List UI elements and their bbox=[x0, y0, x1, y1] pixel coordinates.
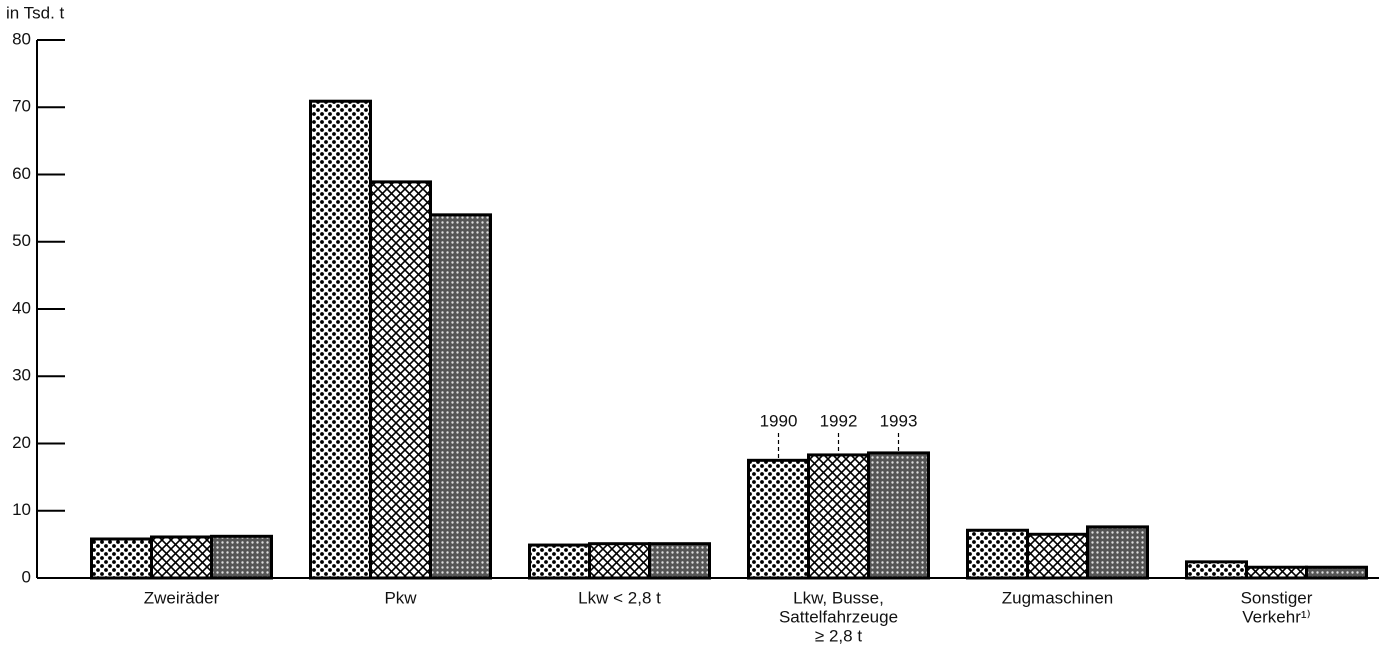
x-tick-label: Zugmaschinen bbox=[1002, 588, 1114, 607]
y-tick-label: 40 bbox=[12, 298, 31, 317]
bar bbox=[966, 528, 1029, 580]
bar bbox=[429, 213, 492, 580]
bar bbox=[1086, 525, 1149, 580]
axis-label: in Tsd. t bbox=[6, 3, 65, 22]
bar bbox=[1305, 565, 1368, 580]
legend-label: 1992 bbox=[820, 411, 858, 430]
bar bbox=[150, 535, 213, 580]
bar bbox=[1245, 565, 1308, 580]
y-tick-label: 10 bbox=[12, 500, 31, 519]
y-tick-label: 30 bbox=[12, 366, 31, 385]
y-tick-label: 0 bbox=[22, 567, 31, 586]
bar bbox=[369, 180, 432, 580]
bar bbox=[528, 543, 591, 580]
x-tick-label: Pkw bbox=[384, 588, 417, 607]
legend-label: 1993 bbox=[880, 411, 918, 430]
legend-label: 1990 bbox=[760, 411, 798, 430]
bar bbox=[588, 542, 651, 580]
x-tick-label: ≥ 2,8 t bbox=[815, 626, 862, 645]
x-tick-label: Lkw < 2,8 t bbox=[578, 588, 661, 607]
x-tick-label: Lkw, Busse, bbox=[793, 588, 884, 607]
bar bbox=[1026, 532, 1089, 580]
bar bbox=[807, 453, 870, 580]
bar bbox=[1185, 560, 1248, 580]
y-tick-label: 70 bbox=[12, 97, 31, 116]
y-tick-label: 20 bbox=[12, 433, 31, 452]
bar bbox=[867, 451, 930, 580]
bar bbox=[747, 458, 810, 580]
bar bbox=[210, 534, 273, 580]
y-tick-label: 50 bbox=[12, 231, 31, 250]
y-tick-label: 60 bbox=[12, 164, 31, 183]
x-tick-label: Verkehr¹⁾ bbox=[1242, 607, 1310, 626]
bar bbox=[648, 542, 711, 580]
x-tick-label: Zweiräder bbox=[144, 588, 220, 607]
x-tick-label: Sattelfahrzeuge bbox=[779, 607, 898, 626]
bar bbox=[309, 99, 372, 580]
y-tick-label: 80 bbox=[12, 29, 31, 48]
x-tick-label: Sonstiger bbox=[1241, 588, 1313, 607]
bar bbox=[90, 537, 153, 580]
